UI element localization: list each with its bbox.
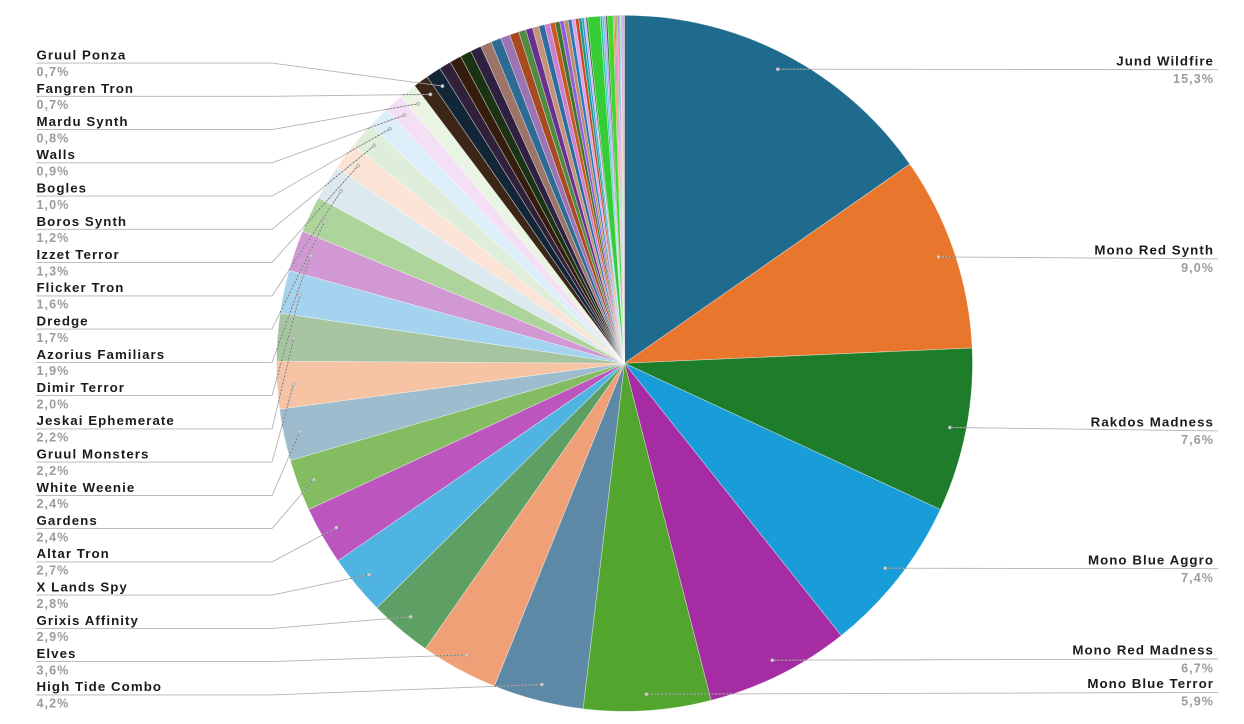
svg-text:Mardu Synth: Mardu Synth	[37, 114, 129, 129]
svg-text:3,6%: 3,6%	[37, 663, 70, 677]
svg-text:Dredge: Dredge	[37, 314, 89, 329]
svg-text:9,0%: 9,0%	[1181, 261, 1214, 275]
svg-text:Azorius Familiars: Azorius Familiars	[37, 347, 166, 362]
svg-text:2,9%: 2,9%	[37, 630, 70, 644]
svg-text:Mono Blue Terror: Mono Blue Terror	[1087, 676, 1214, 691]
svg-text:Fangren Tron: Fangren Tron	[37, 81, 135, 96]
svg-text:2,7%: 2,7%	[37, 564, 70, 578]
svg-text:1,7%: 1,7%	[37, 331, 70, 345]
svg-text:Flicker Tron: Flicker Tron	[37, 280, 125, 295]
svg-text:Walls: Walls	[37, 147, 77, 162]
svg-text:1,3%: 1,3%	[37, 264, 70, 278]
svg-text:7,6%: 7,6%	[1181, 433, 1214, 447]
svg-text:0,9%: 0,9%	[37, 165, 70, 179]
svg-text:Altar Tron: Altar Tron	[37, 546, 110, 561]
svg-text:2,4%: 2,4%	[37, 530, 70, 544]
svg-text:Bogles: Bogles	[37, 181, 88, 196]
svg-text:Rakdos Madness: Rakdos Madness	[1091, 415, 1214, 430]
svg-text:15,3%: 15,3%	[1173, 72, 1214, 86]
svg-text:1,0%: 1,0%	[37, 198, 70, 212]
svg-text:7,4%: 7,4%	[1181, 571, 1214, 585]
svg-text:1,2%: 1,2%	[37, 231, 70, 245]
svg-text:0,7%: 0,7%	[37, 98, 70, 112]
svg-text:High Tide Combo: High Tide Combo	[37, 679, 163, 694]
svg-text:6,7%: 6,7%	[1181, 661, 1214, 675]
svg-text:Izzet Terror: Izzet Terror	[37, 247, 120, 262]
svg-text:White Weenie: White Weenie	[37, 480, 136, 495]
svg-text:0,7%: 0,7%	[37, 65, 70, 79]
svg-text:0,8%: 0,8%	[37, 131, 70, 145]
svg-text:4,2%: 4,2%	[37, 697, 70, 711]
svg-text:Mono Blue Aggro: Mono Blue Aggro	[1088, 552, 1214, 567]
svg-text:2,4%: 2,4%	[37, 497, 70, 511]
svg-text:2,2%: 2,2%	[37, 431, 70, 445]
svg-text:Jund Wildfire: Jund Wildfire	[1116, 53, 1214, 68]
svg-text:Elves: Elves	[37, 646, 77, 661]
svg-text:2,0%: 2,0%	[37, 397, 70, 411]
svg-text:Gruul Ponza: Gruul Ponza	[37, 48, 127, 63]
svg-text:2,8%: 2,8%	[37, 597, 70, 611]
svg-text:X Lands Spy: X Lands Spy	[37, 580, 128, 595]
svg-text:2,2%: 2,2%	[37, 464, 70, 478]
svg-text:1,6%: 1,6%	[37, 298, 70, 312]
svg-text:Gardens: Gardens	[37, 513, 98, 528]
svg-text:1,9%: 1,9%	[37, 364, 70, 378]
svg-text:5,9%: 5,9%	[1181, 695, 1214, 709]
svg-text:Mono Red Synth: Mono Red Synth	[1094, 243, 1214, 258]
svg-text:Mono Red Madness: Mono Red Madness	[1072, 643, 1214, 658]
svg-text:Boros Synth: Boros Synth	[37, 214, 128, 229]
svg-text:Grixis Affinity: Grixis Affinity	[37, 613, 139, 628]
svg-text:Dimir Terror: Dimir Terror	[37, 380, 125, 395]
svg-text:Gruul Monsters: Gruul Monsters	[37, 447, 150, 462]
svg-text:Jeskai Ephemerate: Jeskai Ephemerate	[37, 413, 175, 428]
